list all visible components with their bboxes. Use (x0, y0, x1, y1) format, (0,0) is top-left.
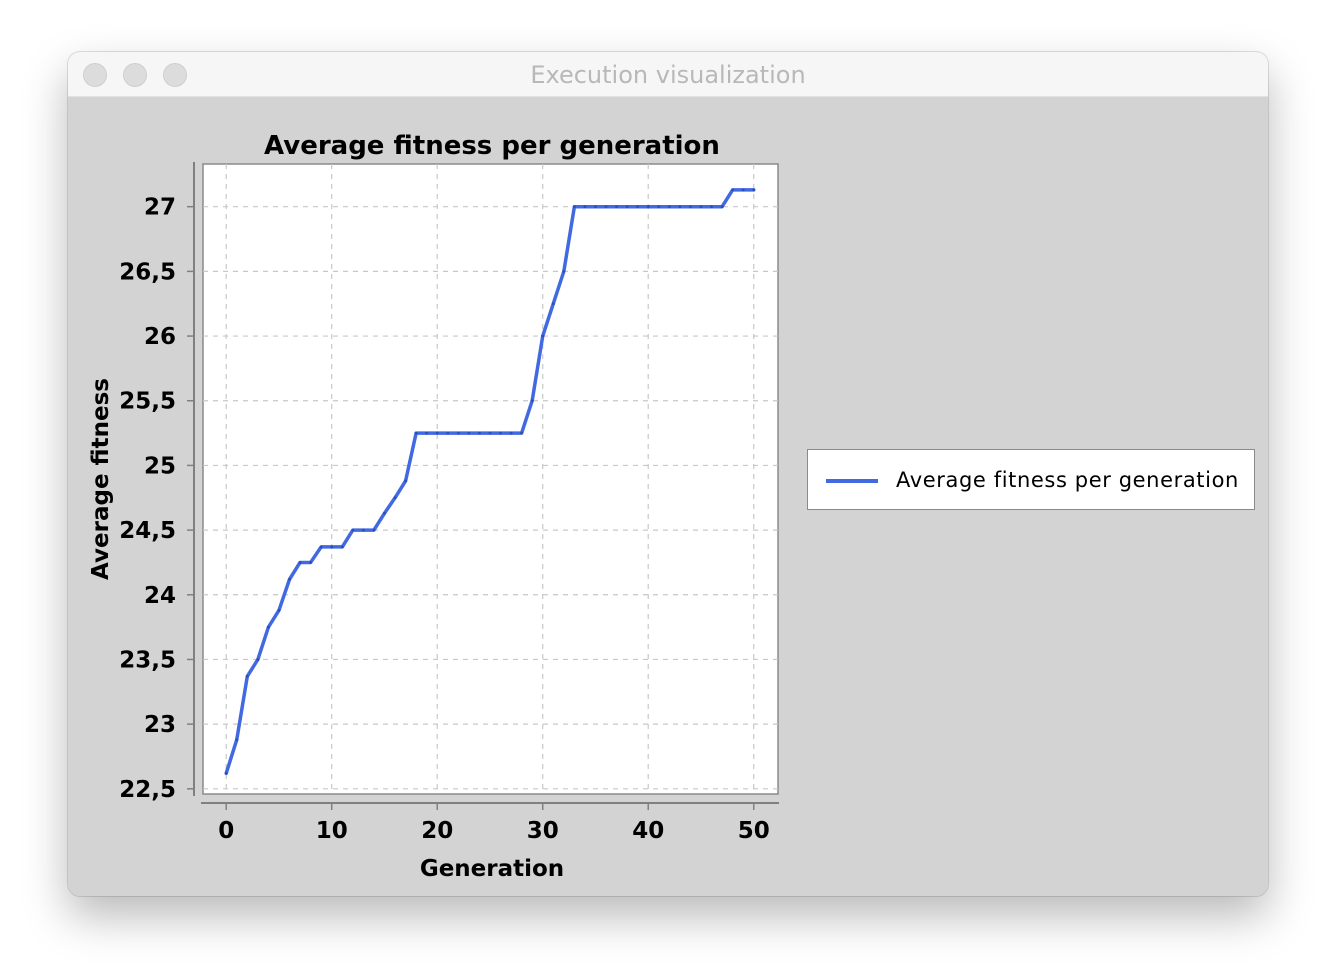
y-tick-label: 24 (144, 583, 176, 609)
window-title: Execution visualization (530, 61, 806, 89)
data-point (478, 431, 481, 435)
x-tick-label: 20 (421, 818, 453, 844)
data-point (351, 528, 355, 532)
data-point (625, 205, 629, 209)
data-point (678, 205, 682, 209)
x-tick-label: 0 (218, 818, 234, 844)
data-point (309, 561, 313, 564)
x-tick-label: 50 (738, 818, 770, 844)
data-point (551, 302, 555, 306)
data-point (731, 188, 735, 192)
data-point (267, 625, 270, 629)
data-point (298, 561, 302, 564)
data-point (572, 205, 576, 209)
data-point (741, 188, 745, 192)
zoom-window-button[interactable] (163, 63, 187, 87)
data-point (689, 205, 692, 209)
data-point (530, 399, 534, 403)
data-point (562, 269, 566, 273)
data-point (456, 431, 460, 435)
data-point (224, 771, 228, 775)
y-tick-label: 23 (144, 712, 176, 738)
plot-area (202, 163, 779, 795)
chart-legend: Average fitness per generation (807, 449, 1255, 510)
y-tick-label: 22,5 (119, 777, 176, 803)
y-axis-label: Average fitness (88, 378, 114, 580)
data-point (509, 431, 513, 435)
data-point (446, 431, 450, 435)
line-chart: Average fitness per generation 22,5 23 23,… (88, 131, 779, 882)
data-point (245, 674, 249, 678)
data-point (288, 577, 291, 581)
data-point (499, 431, 502, 435)
y-tick-label: 24,5 (119, 518, 176, 544)
data-point (467, 431, 471, 435)
y-tick-label: 25,5 (119, 389, 176, 415)
x-tick-label: 30 (527, 818, 559, 844)
data-point (435, 431, 439, 435)
series-layer (224, 188, 756, 776)
data-point (256, 658, 260, 661)
x-tick-label: 40 (632, 818, 664, 844)
app-window: Execution visualization Average fitness … (68, 52, 1268, 896)
legend-swatch (826, 479, 878, 483)
y-tick-label: 26,5 (119, 259, 176, 285)
data-point (636, 205, 640, 209)
data-point (488, 431, 492, 435)
data-point (615, 205, 618, 209)
y-tick-label: 25 (144, 453, 176, 479)
data-point (277, 608, 281, 612)
data-point (383, 511, 386, 515)
chart-title: Average fitness per generation (264, 131, 720, 161)
data-point (667, 205, 671, 209)
legend-label: Average fitness per generation (896, 468, 1239, 492)
data-point (541, 334, 545, 338)
data-point (393, 496, 397, 500)
data-point (404, 479, 407, 483)
data-point (699, 205, 703, 209)
data-point (319, 545, 323, 549)
data-point (583, 205, 587, 209)
data-point (340, 545, 344, 549)
data-point (604, 205, 608, 209)
data-point (235, 738, 239, 742)
data-point (752, 188, 756, 192)
data-point (361, 528, 365, 532)
data-point (330, 545, 334, 549)
title-bar[interactable]: Execution visualization (68, 52, 1268, 97)
y-tick-label: 26 (144, 324, 176, 350)
data-point (720, 205, 724, 209)
x-axis-label: Generation (420, 856, 564, 882)
data-point (372, 528, 376, 532)
chart-panel: Average fitness per generation 22,5 23 23,… (68, 97, 1268, 896)
y-tick-label: 27 (144, 195, 176, 221)
y-axis-ticks: 22,5 23 23,5 24 24,5 25 25,5 26 26,5 27 (119, 195, 194, 803)
x-axis-ticks: 0 10 20 30 40 50 (218, 803, 770, 844)
grid-lines (203, 164, 778, 794)
minimize-window-button[interactable] (123, 63, 147, 87)
y-tick-label: 23,5 (119, 647, 176, 673)
data-point (710, 205, 713, 209)
data-point (646, 205, 650, 209)
close-window-button[interactable] (83, 63, 107, 87)
data-point (425, 431, 429, 435)
data-point (520, 431, 524, 435)
data-point (657, 205, 661, 209)
x-tick-label: 10 (316, 818, 348, 844)
data-point (594, 205, 597, 209)
data-point (414, 431, 418, 435)
